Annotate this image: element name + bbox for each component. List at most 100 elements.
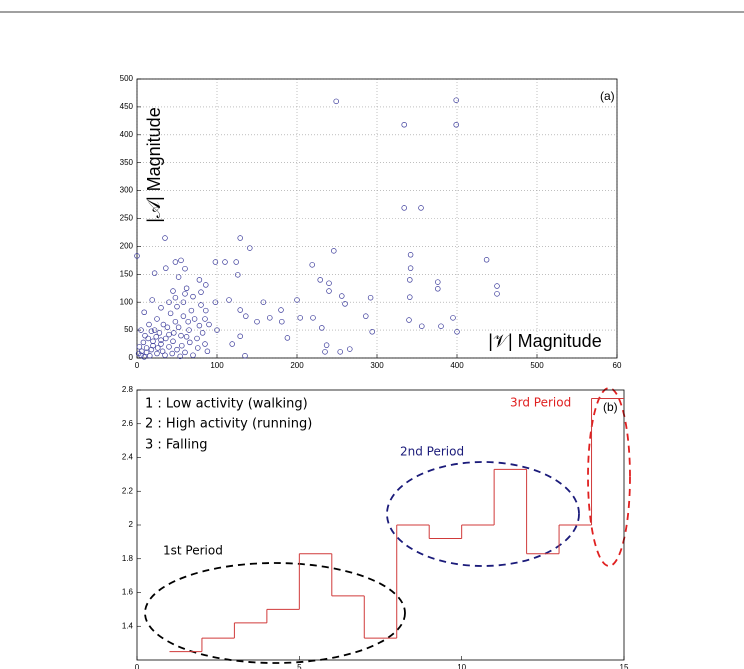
scatter-point: [297, 315, 303, 321]
scatter-point: [163, 335, 169, 342]
scatter-point: [147, 353, 153, 359]
x-tick-label: 400: [450, 361, 464, 370]
scatter-point: [202, 316, 208, 322]
period-label: 2nd Period: [400, 445, 464, 459]
scatter-point: [453, 122, 459, 128]
scatter-point: [175, 324, 182, 331]
scatter-point: [267, 315, 273, 321]
y-tick-label: 300: [120, 186, 134, 195]
scatter-point: [243, 313, 249, 319]
scatter-point: [196, 277, 203, 283]
y-tick-label: 50: [124, 325, 133, 334]
scatter-point: [279, 318, 285, 325]
scatter-point: [212, 299, 219, 305]
scatter-point: [406, 317, 412, 323]
scatter-point: [136, 344, 143, 350]
scatter-point: [142, 332, 148, 339]
scatter-point: [195, 345, 201, 351]
scatter-point: [247, 245, 253, 251]
panel-label: (a): [600, 89, 615, 103]
scatter-point: [150, 338, 156, 345]
scatter-point: [494, 283, 500, 289]
x-tick-label: 500: [530, 361, 544, 370]
scatter-point: [407, 277, 413, 283]
scatter-point: [198, 302, 204, 308]
scatter-point: [237, 333, 243, 339]
legend-text: 2 : High activity (running): [145, 417, 312, 432]
scatter-point: [367, 294, 374, 301]
x-tick-label: 5: [297, 663, 302, 669]
scatter-point: [179, 342, 185, 349]
scatter-point: [226, 297, 232, 303]
scatter-point: [185, 318, 191, 325]
scatter-point: [237, 235, 243, 241]
scatter-point: [183, 285, 190, 292]
y-tick-label: 450: [120, 102, 134, 111]
scatter-point: [331, 248, 337, 254]
scatter-point: [151, 327, 158, 333]
x-tick-label: 200: [290, 361, 304, 370]
scatter-point: [162, 235, 168, 241]
scatter-point: [166, 331, 172, 338]
scatter-point: [138, 327, 144, 333]
scatter-point: [407, 265, 414, 271]
scatter-point: [242, 353, 248, 359]
scatter-point: [149, 297, 155, 303]
scatter-point: [187, 339, 193, 346]
scatter-point: [453, 97, 459, 103]
legend-text: 1 : Low activity (walking): [145, 397, 308, 412]
scatter-point: [310, 315, 316, 321]
scatter-point: [182, 291, 188, 297]
scatter-point: [233, 259, 239, 265]
scatter-point: [186, 327, 192, 333]
y-tick-label: 2: [129, 520, 134, 529]
scatter-point: [174, 346, 180, 353]
scatter-point: [363, 313, 369, 319]
y-tick-label: 1.8: [122, 554, 134, 563]
scatter-point: [180, 313, 187, 319]
period-label: 1st Period: [163, 544, 223, 558]
scatter-point: [401, 205, 407, 211]
scatter-point: [229, 341, 235, 347]
scatter-point: [326, 280, 332, 286]
scatter-point: [190, 293, 196, 300]
scatter-point: [222, 259, 228, 265]
period-ellipse: [587, 387, 631, 567]
scatter-point: [135, 350, 142, 357]
scatter-point: [171, 330, 177, 336]
scatter-point: [166, 299, 172, 305]
x-tick-label: 300: [370, 361, 384, 370]
scatter-point: [407, 252, 414, 258]
y-tick-label: 200: [120, 242, 134, 251]
scatter-point: [175, 274, 182, 280]
y-tick-label: 2.6: [122, 419, 134, 428]
y-axis-label: |𝒜| Magnitude: [144, 107, 164, 222]
scatter-point: [172, 259, 179, 265]
scatter-point: [155, 345, 161, 351]
y-tick-label: 2.4: [122, 453, 134, 462]
x-axis-label: |𝒱| Magnitude: [488, 331, 601, 351]
scatter-point: [172, 294, 179, 301]
x-tick-label: 15: [620, 663, 629, 669]
scatter-point: [143, 345, 150, 351]
scatter-point: [494, 291, 500, 297]
panel-label: (b): [603, 400, 618, 414]
y-tick-label: 2.2: [122, 486, 134, 495]
scatter-point: [203, 282, 209, 288]
scatter-point: [141, 354, 147, 360]
scatter-point: [154, 350, 160, 357]
scatter-point: [166, 344, 172, 350]
y-tick-label: 500: [120, 74, 134, 83]
scatter-point: [317, 277, 323, 283]
x-tick-label: 60: [613, 361, 622, 370]
y-tick-label: 350: [120, 158, 134, 167]
scatter-point: [438, 323, 444, 329]
scatter-point: [254, 318, 260, 325]
scatter-point: [174, 303, 180, 310]
scatter-point: [177, 353, 183, 360]
scatter-point: [188, 307, 195, 314]
scatter-point: [419, 323, 425, 329]
scatter-point: [182, 265, 188, 272]
scatter-point: [323, 342, 330, 348]
